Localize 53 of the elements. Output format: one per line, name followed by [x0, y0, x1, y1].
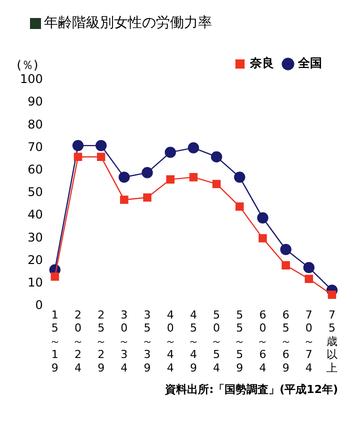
point: [257, 212, 268, 224]
x-tick-label: 70～74: [303, 308, 314, 374]
x-tick-label: 35～39: [142, 308, 153, 374]
y-tick-label: 20: [28, 252, 43, 267]
point: [212, 180, 221, 188]
x-tick-label: 50～54: [211, 308, 222, 374]
point: [189, 173, 198, 182]
x-tick-label: 55～59: [234, 308, 246, 374]
x-tick-label: 45～49: [188, 308, 199, 374]
point: [72, 140, 84, 152]
text: 資料出所:「国勢調査」(平成12年): [164, 382, 338, 397]
point: [95, 140, 107, 152]
x-tick-label: 20～24: [72, 308, 84, 374]
point: [282, 261, 290, 270]
y-tick-label: 30: [28, 230, 43, 244]
legend-label: 奈良: [249, 56, 274, 70]
x-tick-label: 15～19: [49, 308, 60, 374]
point: [258, 234, 267, 242]
chart-title: 年齢階級別女性の労働力率: [44, 14, 212, 32]
y-tick-label: 10: [28, 276, 43, 290]
x-tick-label: 65～69: [280, 308, 292, 374]
point: [304, 274, 314, 284]
point: [143, 193, 152, 202]
point: [74, 152, 82, 161]
y-tick-label: 90: [28, 94, 43, 109]
y-tick-label: 40: [28, 208, 43, 222]
y-tick-label: 0: [35, 298, 43, 312]
x-tick-label: 30～34: [118, 308, 130, 374]
point: [234, 172, 246, 183]
point: [166, 175, 174, 184]
point: [164, 146, 176, 158]
point: [328, 290, 336, 299]
point: [96, 152, 106, 161]
y-tick-label: 80: [28, 117, 43, 132]
point: [210, 151, 222, 162]
point: [303, 262, 315, 274]
y-tick-label: 60: [28, 162, 43, 177]
point: [118, 172, 130, 183]
point: [236, 202, 244, 211]
point: [188, 142, 200, 154]
x-tick-label: 75歳以上: [326, 308, 338, 374]
x-tick-label: 25～29: [96, 308, 107, 374]
point: [280, 244, 292, 256]
point: [142, 167, 153, 178]
x-tick-label: 60～64: [257, 308, 268, 374]
y-tick-label: 70: [28, 140, 43, 154]
legend-label: 全国: [297, 56, 322, 70]
y-axis-title: (％): [16, 58, 38, 72]
y-tick-label: 100: [20, 72, 43, 86]
y-tick-label: 50: [28, 185, 43, 200]
point: [120, 196, 128, 204]
x-tick-label: 40～44: [164, 308, 176, 374]
point: [50, 272, 60, 281]
